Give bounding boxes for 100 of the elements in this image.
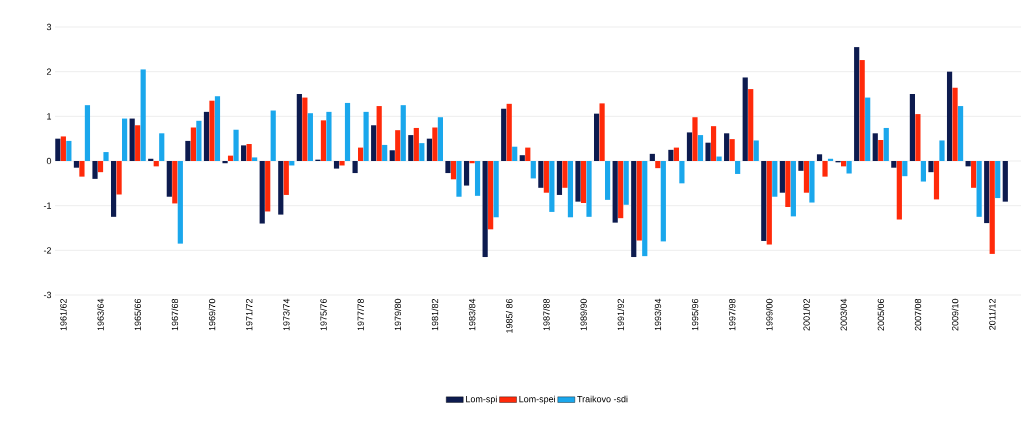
x-tick-label: 1987/88 [543, 298, 550, 331]
bar [984, 161, 990, 224]
bar [575, 161, 581, 202]
x-tick-label: 1989/90 [580, 298, 587, 331]
bar [668, 149, 674, 161]
x-tick-label: 1991/92 [617, 298, 624, 331]
bar [488, 161, 494, 230]
bar [692, 117, 698, 161]
bar [129, 118, 135, 161]
bar [84, 105, 91, 161]
bar [116, 161, 122, 195]
bar [493, 161, 499, 218]
bar [339, 161, 345, 166]
bar [902, 161, 908, 177]
bar [344, 102, 351, 161]
bar [642, 161, 648, 257]
bar [636, 161, 642, 241]
bar [203, 111, 210, 161]
bar [66, 140, 72, 161]
bar [363, 111, 369, 161]
bar [655, 161, 661, 169]
bar [705, 142, 711, 161]
bar [92, 161, 98, 179]
bar [724, 133, 730, 161]
bar [809, 161, 815, 203]
bar [798, 161, 804, 171]
bar [530, 161, 536, 179]
x-tick-label: 1975/76 [320, 298, 327, 331]
bar [803, 161, 810, 193]
x-tick-label: 1965/66 [134, 298, 141, 331]
bar [580, 161, 587, 203]
bar [389, 150, 395, 161]
bar [878, 140, 884, 161]
bar [320, 120, 327, 161]
bar [326, 111, 332, 161]
bar [686, 132, 693, 161]
bar [779, 161, 785, 193]
y-tick-label: -3 [43, 291, 52, 299]
bar [456, 161, 462, 197]
bar [735, 161, 741, 174]
bar [241, 145, 247, 161]
x-tick-label: 1973/74 [282, 298, 290, 331]
bar [283, 161, 289, 195]
x-tick-label: 2001/02 [803, 298, 810, 331]
x-tick-label: 1961/62 [60, 298, 67, 331]
x-tick-label: 1963/64 [97, 298, 104, 331]
bar [660, 161, 666, 242]
y-tick-label: 1 [47, 113, 52, 120]
bar [166, 161, 172, 197]
bar [567, 161, 574, 218]
y-tick-label: 2 [46, 68, 52, 75]
bar [618, 161, 624, 219]
bar [631, 161, 637, 258]
bar [214, 96, 221, 161]
bar [121, 118, 128, 161]
bar [382, 144, 388, 161]
bar [989, 161, 995, 254]
bar [543, 161, 549, 193]
bar [816, 154, 823, 161]
bar [957, 106, 964, 161]
bar [445, 161, 451, 174]
bar [753, 140, 759, 161]
bar [296, 94, 302, 161]
bar [519, 155, 525, 161]
bar [307, 113, 313, 161]
bar [854, 47, 860, 161]
bar [716, 156, 722, 161]
bar [586, 161, 592, 217]
bar [469, 161, 475, 164]
x-tick-label: 2007/08 [914, 298, 922, 331]
bar [909, 94, 916, 161]
bar [333, 161, 340, 169]
bar [265, 161, 271, 212]
bar [697, 135, 704, 161]
bar [920, 161, 927, 182]
bar [512, 146, 518, 161]
bar [766, 161, 772, 245]
bar [952, 87, 958, 161]
bar [538, 161, 544, 188]
bar [172, 161, 178, 204]
bar [252, 157, 258, 161]
x-tick-label: 1999/00 [766, 298, 773, 331]
x-tick-label: 2009/10 [951, 298, 959, 331]
bar [599, 103, 605, 161]
bar [259, 161, 265, 224]
bar [971, 161, 977, 188]
bar [97, 161, 104, 173]
bar [246, 144, 252, 161]
bar [623, 161, 629, 205]
bar [352, 161, 358, 174]
bar [190, 127, 196, 161]
x-tick-label: 2011/12 [988, 298, 996, 330]
bar [785, 161, 791, 208]
x-tick-label: 1985/ 86 [505, 298, 513, 333]
bar [371, 125, 377, 161]
bar [679, 161, 685, 184]
bar [896, 161, 902, 220]
bar [159, 133, 165, 161]
bar [60, 136, 66, 161]
bar [915, 114, 921, 161]
